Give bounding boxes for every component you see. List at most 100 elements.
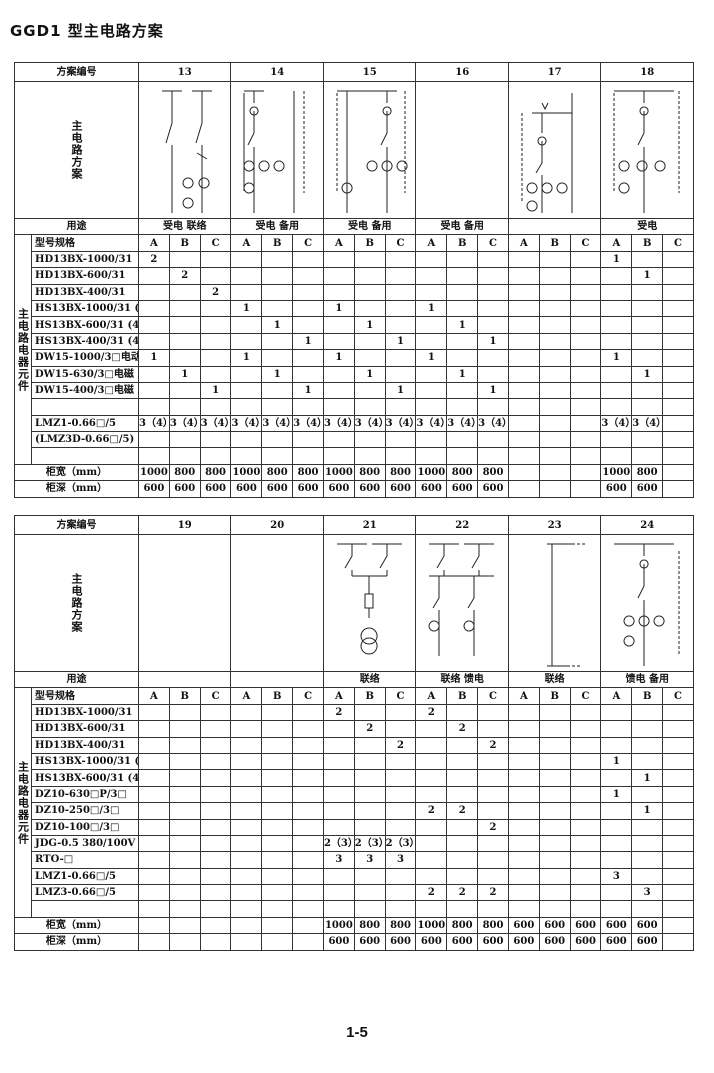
table-row: HD13BX-1000/31 2 1 — [15, 250, 694, 269]
component-qty: 3（4） — [600, 414, 633, 433]
component-qty — [446, 283, 479, 301]
variant-header: B — [168, 687, 201, 705]
component-qty: 3（4） — [138, 414, 170, 433]
component-qty — [415, 316, 448, 334]
component-qty — [199, 398, 232, 416]
component-qty — [538, 752, 571, 771]
component-qty — [292, 802, 324, 820]
variant-header: A — [230, 234, 263, 252]
component-qty — [662, 398, 694, 416]
circuit-diagram-svg — [161, 90, 212, 213]
variant-header: A — [322, 687, 355, 705]
component-qty — [261, 851, 294, 869]
component-qty — [507, 752, 540, 771]
component-name: HS13BX-1000/31 (41) — [31, 752, 139, 771]
variant-header: A — [415, 234, 448, 252]
variant-header: A — [138, 234, 170, 252]
component-qty — [507, 851, 540, 869]
component-qty: 3（4） — [631, 414, 664, 433]
components-label: 主电路电器元件 — [14, 234, 32, 465]
component-qty — [662, 250, 694, 269]
component-qty — [662, 299, 694, 318]
component-qty — [477, 720, 509, 738]
cabinet-depth — [507, 480, 540, 498]
component-qty — [322, 381, 355, 400]
component-qty — [353, 884, 386, 902]
component-qty — [199, 250, 232, 269]
component-qty — [292, 752, 324, 771]
component-qty — [353, 802, 386, 820]
table-row: DW15-400/3□电磁 1 1 1 1 — [15, 381, 694, 400]
scheme-purpose: 馈电 备用 — [600, 670, 694, 689]
component-qty: 1 — [353, 365, 386, 383]
circuit-diagram-svg — [336, 90, 408, 213]
variant-header: B — [261, 234, 294, 252]
component-qty — [538, 818, 571, 836]
component-name: RTO-□ — [31, 851, 139, 869]
component-qty — [446, 431, 479, 449]
cabinet-width — [168, 916, 201, 935]
component-qty: 2 — [477, 818, 509, 836]
component-qty — [384, 802, 417, 820]
circuit-diagram-svg — [336, 543, 402, 655]
component-qty — [322, 769, 355, 787]
table-row: HS13BX-1000/31 (41) 1 — [15, 752, 694, 771]
component-qty — [292, 316, 324, 334]
component-qty — [507, 867, 540, 886]
component-qty — [415, 867, 448, 886]
component-qty — [322, 283, 355, 301]
cabinet-depth: 600 — [600, 933, 633, 951]
component-qty: 2 — [138, 250, 170, 269]
component-qty — [415, 720, 448, 738]
component-qty — [569, 283, 602, 301]
component-qty — [569, 431, 602, 449]
component-qty — [507, 834, 540, 853]
component-qty — [569, 851, 602, 869]
component-qty: 3 — [600, 867, 633, 886]
component-qty — [600, 381, 633, 400]
circuit-diagram — [137, 81, 232, 219]
component-qty — [662, 785, 694, 804]
component-qty: 1 — [292, 381, 324, 400]
component-qty — [446, 299, 479, 318]
component-qty — [569, 769, 602, 787]
component-qty — [353, 752, 386, 771]
component-qty — [446, 250, 479, 269]
component-qty — [230, 703, 263, 722]
cabinet-width: 600 — [631, 916, 664, 935]
component-qty — [415, 283, 448, 301]
component-qty — [662, 414, 694, 433]
component-qty — [230, 381, 263, 400]
component-qty — [322, 884, 355, 902]
component-qty: 1 — [384, 381, 417, 400]
component-qty — [261, 447, 294, 465]
component-qty: 1 — [631, 769, 664, 787]
component-qty — [538, 283, 571, 301]
component-qty — [538, 431, 571, 449]
component-qty — [538, 398, 571, 416]
component-qty — [261, 267, 294, 285]
scheme-purpose — [230, 670, 324, 689]
component-qty — [292, 736, 324, 754]
component-qty — [415, 365, 448, 383]
component-qty — [384, 752, 417, 771]
scheme-purpose: 受电 备用 — [415, 217, 509, 236]
component-qty — [292, 431, 324, 449]
component-qty: 3（4） — [261, 414, 294, 433]
component-qty — [230, 884, 263, 902]
component-qty — [569, 900, 602, 918]
component-qty — [569, 834, 602, 853]
component-qty — [538, 736, 571, 754]
variant-header: A — [230, 687, 263, 705]
component-qty — [168, 703, 201, 722]
component-qty — [569, 802, 602, 820]
component-qty — [230, 900, 263, 918]
component-qty — [507, 316, 540, 334]
cabinet-depth — [662, 933, 694, 951]
component-qty — [168, 884, 201, 902]
component-qty — [507, 414, 540, 433]
component-qty — [631, 447, 664, 465]
component-qty — [199, 349, 232, 367]
component-qty: 2 — [353, 720, 386, 738]
